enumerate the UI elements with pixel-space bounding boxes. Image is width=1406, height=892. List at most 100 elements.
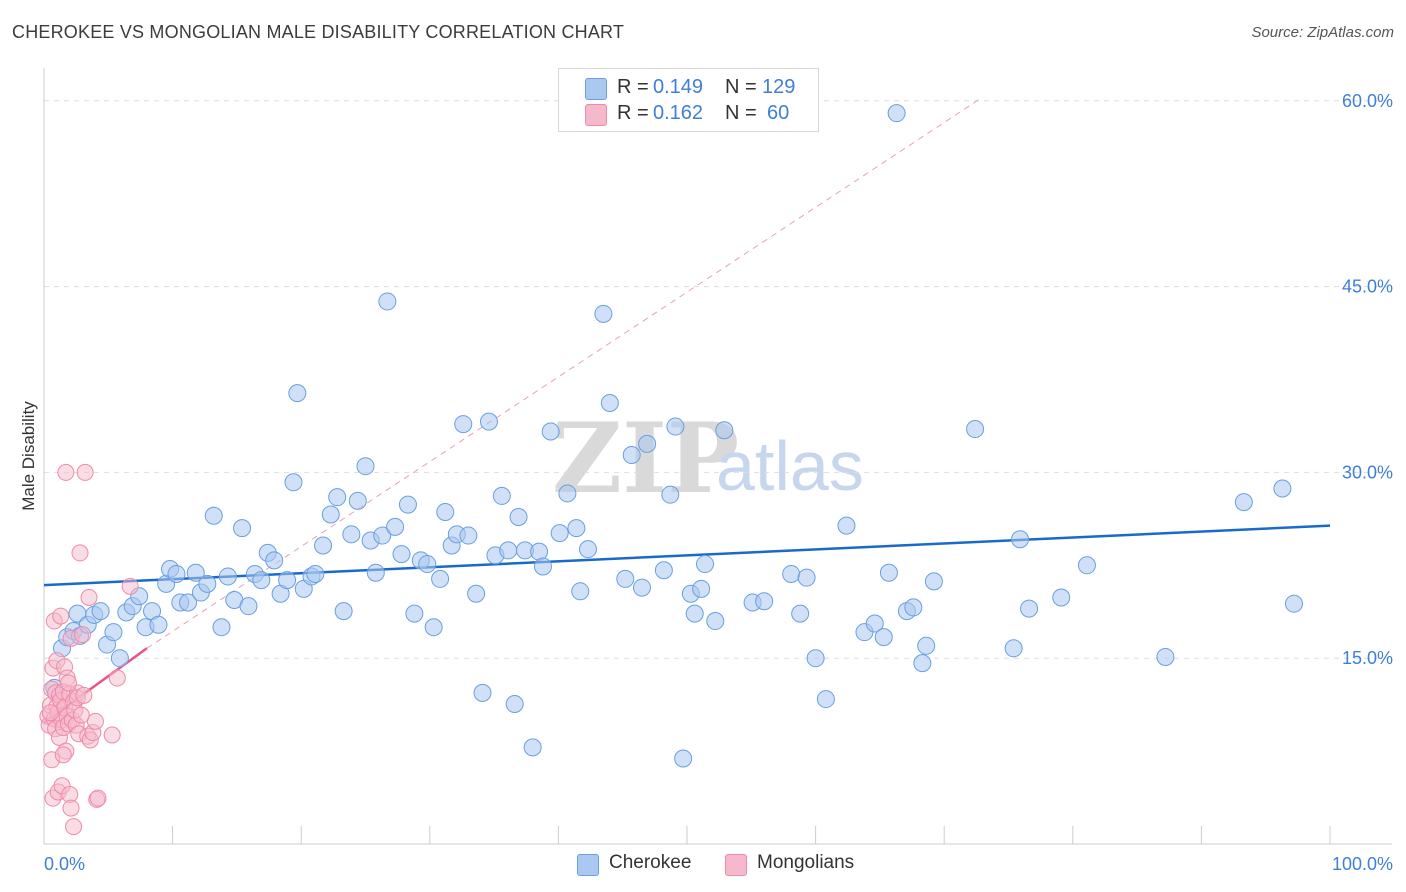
cherokee-point: [904, 598, 923, 617]
cherokee-point: [492, 486, 511, 505]
cherokee-point: [328, 488, 347, 507]
mongolian-point: [54, 746, 72, 764]
mongolian-legend-swatch: [725, 854, 747, 876]
legend-n-label: N =: [725, 76, 757, 98]
mongolian-point: [65, 818, 83, 836]
cherokee-point: [571, 582, 590, 601]
cherokee-point: [533, 557, 552, 576]
cherokee-point: [467, 584, 486, 603]
mongolian-point: [86, 712, 104, 730]
cherokee-point: [167, 564, 186, 583]
cherokee-point: [1077, 556, 1096, 575]
cherokee-point: [816, 690, 835, 709]
watermark: ZIP atlas: [552, 402, 864, 515]
y-axis-title: Male Disability: [19, 401, 38, 511]
cherokee-point: [696, 555, 715, 574]
cherokee-point: [454, 415, 473, 434]
cherokee-point: [356, 457, 375, 476]
cherokee-point: [499, 541, 518, 560]
cherokee-point: [616, 569, 635, 588]
cherokee-point: [578, 540, 597, 559]
cherokee-point: [505, 695, 524, 714]
watermark-atlas: atlas: [716, 427, 864, 505]
cherokee-point: [149, 615, 168, 634]
cherokee-point: [1052, 588, 1071, 607]
legend-n-label: N =: [725, 102, 757, 124]
cherokee-point: [550, 524, 569, 543]
cherokee-point: [1011, 530, 1030, 549]
x-tick-label-min: 0.0%: [44, 854, 85, 874]
cherokee-point: [1284, 594, 1303, 613]
cherokee-point: [424, 618, 443, 637]
cherokee-point: [791, 604, 810, 623]
cherokee-point: [179, 593, 198, 612]
cherokee-point: [398, 495, 417, 514]
cherokee-point: [806, 649, 825, 668]
cherokee-point: [797, 568, 816, 587]
mongolian-point: [121, 577, 139, 595]
cherokee-point: [334, 602, 353, 621]
mongolian-point: [103, 726, 121, 744]
mongolian-point: [59, 674, 77, 692]
cherokee-point: [91, 602, 110, 621]
cherokee-point: [198, 574, 217, 593]
cherokee-point: [879, 563, 898, 582]
cherokee-point: [755, 592, 774, 611]
mongolian-legend-label: Mongolians: [757, 852, 855, 873]
mongolian-point: [76, 463, 94, 481]
cherokee-point: [638, 434, 657, 453]
legend-r-value: 0.162: [653, 102, 704, 124]
cherokee-point: [782, 564, 801, 583]
mongolian-point: [62, 799, 80, 817]
cherokee-swatch: [585, 78, 607, 100]
cherokee-point: [473, 683, 492, 702]
cherokee-point: [661, 485, 680, 504]
cherokee-point: [917, 636, 936, 655]
cherokee-point: [924, 572, 943, 591]
cherokee-point: [110, 649, 129, 668]
source-credit: Source: ZipAtlas.com: [1251, 24, 1394, 41]
cherokee-point: [594, 304, 613, 323]
cherokee-point: [418, 555, 437, 574]
cherokee-point: [366, 563, 385, 582]
cherokee-point: [348, 491, 367, 510]
cherokee-point: [405, 604, 424, 623]
cherokee-point: [913, 654, 932, 673]
cherokee-point: [530, 542, 549, 561]
cherokee-point: [252, 571, 271, 590]
legend-r-label: R =: [617, 102, 649, 124]
x-ticks: [172, 826, 1331, 844]
cherokee-points: [45, 104, 1303, 768]
y-tick-label: 15.0%: [1342, 648, 1393, 668]
legend-n-value: 129: [762, 76, 796, 98]
x-tick-label-max: 100.0%: [1332, 854, 1393, 874]
cherokee-point: [218, 567, 237, 586]
cherokee-point: [386, 517, 405, 536]
cherokee-point: [1004, 639, 1023, 658]
y-tick-label: 45.0%: [1342, 277, 1393, 297]
legend-r-value: 0.149: [653, 76, 704, 98]
cherokee-point: [509, 507, 528, 526]
cherokee-point: [278, 571, 297, 590]
mongolian-point: [80, 588, 98, 606]
mongolian-point: [72, 706, 90, 724]
mongolian-trend-extension: [146, 96, 984, 649]
cherokee-point: [567, 519, 586, 538]
cherokee-point: [558, 484, 577, 503]
watermark-zip: ZIP: [552, 402, 739, 515]
cherokee-point: [622, 446, 641, 465]
mongolian-point: [75, 686, 93, 704]
cherokee-point: [1234, 493, 1253, 512]
y-tick-label: 30.0%: [1342, 462, 1393, 482]
mongolian-point: [108, 669, 126, 687]
cherokee-point: [186, 563, 205, 582]
cherokee-point: [265, 551, 284, 570]
cherokee-point: [204, 506, 223, 525]
cherokee-point: [284, 473, 303, 492]
cherokee-legend-swatch: [577, 854, 599, 876]
cherokee-point: [674, 749, 693, 768]
cherokee-point: [692, 579, 711, 598]
cherokee-point: [523, 738, 542, 757]
cherokee-point: [314, 536, 333, 555]
chart-title: CHEROKEE VS MONGOLIAN MALE DISABILITY CO…: [12, 22, 625, 42]
